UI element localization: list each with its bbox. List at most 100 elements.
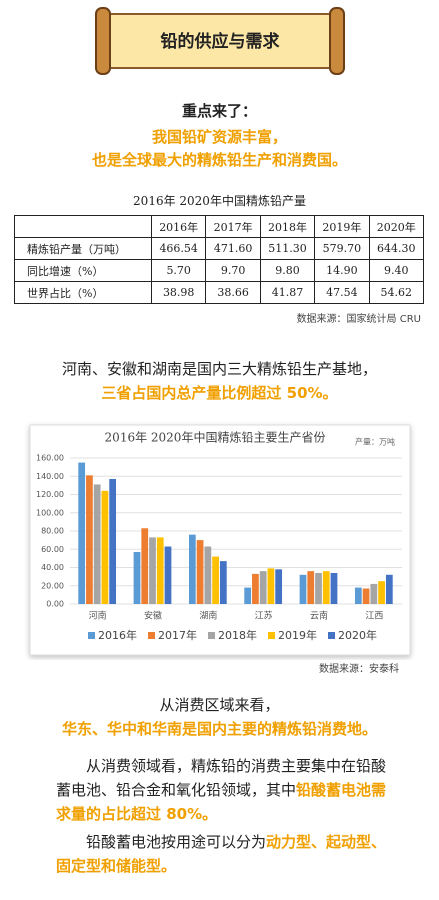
cell: 38.66 [205,281,261,304]
bar [362,588,370,604]
bar [93,484,101,604]
x-tick-label: 湖南 [199,610,217,622]
text: 从消费领域看，精炼铅的消费主要集中在铅酸蓄电池、铅合金和氧化铅领域，其中 [56,757,387,799]
cell: 9.40 [368,259,425,282]
bar [188,534,196,604]
bar [252,573,259,604]
legend-swatch [148,632,155,639]
cell: 579.70 [314,237,370,260]
cell: 41.87 [259,281,316,304]
cell: 2017年 [205,215,261,238]
paragraph: 从消费领域看，精炼铅的消费主要集中在铅酸蓄电池、铅合金和氧化铅领域，其中铅酸蓄电… [56,754,396,826]
highlight: 也是全球最大的精炼铅生产和消费国。 [91,151,347,169]
y-tick-label: 120.00 [36,490,64,499]
cell: 466.54 [150,237,207,260]
legend-swatch [268,632,275,639]
legend-label: 2018年 [218,628,257,642]
legend-label: 2017年 [158,628,197,642]
chart: 2016年 2020年中国精炼铅主要生产省份 产量：万吨 0.00 20.00 40… [29,424,411,656]
table-row: 同比增速（%） 5.70 9.70 9.80 14.90 9.40 [14,259,425,282]
table-row: 世界占比（%） 38.98 38.66 41.87 47.54 54.62 [14,281,425,304]
bar [164,546,172,604]
legend-swatch [208,632,215,639]
bar [101,490,109,604]
highlight: 动力型、起动型、固定型和储能型。 [56,833,387,875]
cell: 54.62 [368,281,425,304]
title: 铅的供应与需求 [161,31,280,52]
y-tick-label: 80.00 [41,527,64,536]
cell: 精炼铅产量（万吨） [14,237,152,260]
bar [219,561,227,604]
legend-label: 2020年 [338,628,377,642]
y-tick-label: 40.00 [41,563,64,572]
table: 2016年 2017年 2018年 2019年 2020年 精炼铅产量（万吨） 466.54… [14,215,425,304]
x-tick-label: 江西 [365,611,383,622]
bar [330,572,338,604]
bar [78,462,86,604]
cell: 644.30 [368,237,425,260]
bar [204,546,212,604]
unit: 产量：万吨 [355,437,395,447]
text: 河南、安徽和湖南是国内三大精炼铅生产基地， [61,360,377,378]
text: 铅酸蓄电池按用途可以分为 [86,833,267,851]
cell: 世界占比（%） [14,281,152,304]
y-tick-label: 140.00 [36,472,64,481]
cell: 9.80 [259,259,316,282]
legend-swatch [328,632,335,639]
cell: 2018年 [259,215,316,238]
cell: 5.70 [150,259,207,282]
x-tick-label: 安徽 [144,610,162,622]
x-tick-label: 河南 [89,610,107,622]
bar [141,528,149,604]
bar [315,572,322,604]
bar [307,571,315,604]
x-tick-label: 云南 [310,610,328,622]
x-tick-label: 江苏 [255,610,273,622]
legend-label: 2016年 [98,628,137,642]
cell: 14.90 [314,259,370,282]
bar [378,581,385,604]
bar [370,583,378,604]
highlight: 我国铅矿资源丰富， [151,128,287,146]
y-tick-label: 60.00 [41,545,64,554]
bar [149,537,156,604]
bar [267,568,275,604]
cell: 2019年 [314,215,370,238]
source: 数据来源：安泰科 [319,664,399,675]
bar [156,537,164,604]
highlight: 华东、华中和华南是国内主要的精炼铅消费地。 [61,720,377,738]
highlight: 三省占国内总产量比例超过 50%。 [101,384,338,402]
y-tick-label: 0.00 [46,600,64,609]
y-tick-label: 160.00 [36,454,64,463]
table-title: 2016年 2020年中国精炼铅产量 [133,194,306,208]
bar [86,475,93,604]
bar [299,574,307,604]
banner: 铅的供应与需求 [95,7,345,75]
bar [322,571,330,604]
table-row: 精炼铅产量（万吨） 466.54 471.60 511.30 579.70 644.30 [14,237,425,260]
legend-swatch [88,632,95,639]
bar [354,587,362,604]
bar [133,551,141,604]
legend-label: 2019年 [278,628,317,642]
cell: 9.70 [205,259,261,282]
chart-title: 2016年 2020年中国精炼铅主要生产省份 [105,430,326,445]
bar [244,587,252,604]
cell [14,215,152,238]
bar [196,540,204,604]
bar [212,556,219,604]
lead: 从消费区域来看， [159,696,280,714]
cell: 511.30 [259,237,316,260]
cell: 同比增速（%） [14,259,152,282]
paragraph: 铅酸蓄电池按用途可以分为动力型、起动型、固定型和储能型。 [56,830,396,878]
cell: 2016年 [150,215,207,238]
cell: 38.98 [150,281,207,304]
table-row: 2016年 2017年 2018年 2019年 2020年 [14,215,425,238]
highlight: 铅酸蓄电池需求量的占比超过 80%。 [56,781,387,823]
source: 数据来源：国家统计局 CRU [296,314,421,325]
cell: 47.54 [314,281,370,304]
cell: 2020年 [368,215,425,238]
cell: 471.60 [205,237,261,260]
bar [259,571,267,604]
